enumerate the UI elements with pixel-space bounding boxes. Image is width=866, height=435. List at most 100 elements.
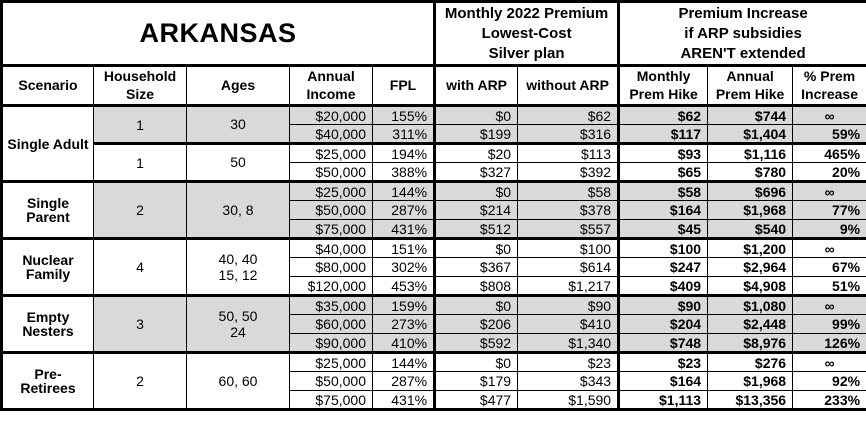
annual-hike-cell: $696 [707, 180, 794, 202]
monthly-hike-cell: $117 [617, 124, 709, 145]
col-header-fpl: FPL [371, 65, 436, 108]
table-row: $50,000 287% $179 $343 $164 $1,968 92% [2, 371, 866, 392]
table-row: Empty Nesters 3 50, 50 24 $35,000 159% $0 $90 $… [1, 294, 866, 354]
ages-cell: 50 [186, 142, 290, 183]
with-arp-cell: $808 [433, 276, 519, 297]
col-header-with-arp: with ARP [433, 65, 519, 108]
pct-increase-cell: ∞ [792, 104, 866, 126]
pct-increase-cell: 465% [792, 142, 866, 164]
fpl-cell: 144% [371, 351, 436, 373]
pct-increase-cell: ∞ [792, 294, 866, 316]
without-arp-cell: $410 [517, 314, 620, 335]
with-arp-cell: $214 [433, 200, 519, 221]
pct-increase-cell: ∞ [792, 351, 866, 373]
income-cell: $75,000 [289, 390, 373, 411]
fpl-cell: 431% [371, 219, 436, 240]
table-row: Pre-Retirees 2 60, 60 $25,000 144% $0 $23 $23 $2… [1, 351, 866, 411]
without-arp-cell: $90 [517, 294, 620, 316]
annual-hike-cell: $1,080 [707, 294, 794, 316]
fpl-cell: 453% [371, 276, 436, 297]
col-header-without-arp: without ARP [517, 65, 620, 108]
premium-section-header: Monthly 2022 Premium Lowest-Cost Silver … [433, 0, 620, 68]
pct-increase-cell: 9% [792, 219, 866, 240]
ages-cell: 30 [186, 104, 290, 145]
annual-hike-cell: $540 [707, 219, 794, 240]
scenario-cell: Empty Nesters [1, 294, 94, 354]
annual-hike-cell: $8,976 [707, 333, 794, 354]
fpl-cell: 151% [371, 237, 436, 259]
income-cell: $120,000 [289, 276, 373, 297]
income-cell: $25,000 [289, 351, 373, 373]
without-arp-cell: $557 [517, 219, 620, 240]
annual-hike-cell: $1,200 [707, 237, 794, 259]
income-cell: $35,000 [289, 294, 373, 316]
monthly-hike-cell: $409 [617, 276, 709, 297]
table-row: Single Adult 1 30 $20,000 155% $0 $62 $62 $744 ∞ [1, 104, 866, 183]
without-arp-cell: $614 [517, 257, 620, 278]
without-arp-cell: $343 [517, 371, 620, 392]
pct-increase-cell: 99% [792, 314, 866, 335]
without-arp-cell: $23 [517, 351, 620, 373]
with-arp-cell: $592 [433, 333, 519, 354]
fpl-cell: 287% [371, 371, 436, 392]
pct-increase-cell: ∞ [792, 237, 866, 259]
monthly-hike-cell: $23 [617, 351, 709, 373]
monthly-hike-cell: $164 [617, 371, 709, 392]
with-arp-cell: $367 [433, 257, 519, 278]
household-size-cell: 3 [93, 294, 187, 354]
income-cell: $50,000 [289, 162, 373, 183]
table-row: Nuclear Family 4 40, 40 15, 12 $40,000 151% $… [1, 237, 866, 297]
income-cell: $25,000 [289, 180, 373, 202]
pct-increase-cell: 77% [792, 200, 866, 221]
col-header-annual-prem-hike: Annual Prem Hike [707, 65, 794, 108]
table-body: Single Adult 1 30 $20,000 155% $0 $62 $62 $744 ∞ $… [1, 104, 866, 411]
with-arp-cell: $20 [433, 142, 519, 164]
with-arp-cell: $0 [433, 237, 519, 259]
annual-hike-cell: $4,908 [707, 276, 794, 297]
with-arp-cell: $0 [433, 180, 519, 202]
increase-section-header: Premium Increase if ARP subsidies AREN'T… [617, 0, 866, 68]
household-size-cell: 4 [93, 237, 187, 297]
income-cell: $40,000 [289, 237, 373, 259]
ages-cell: 60, 60 [186, 351, 290, 411]
col-header-scenario: Scenario [1, 65, 94, 108]
with-arp-cell: $512 [433, 219, 519, 240]
annual-hike-cell: $744 [707, 104, 794, 126]
monthly-hike-cell: $93 [617, 142, 709, 164]
with-arp-cell: $199 [433, 124, 519, 145]
with-arp-cell: $327 [433, 162, 519, 183]
annual-hike-cell: $2,964 [707, 257, 794, 278]
annual-hike-cell: $1,404 [707, 124, 794, 145]
without-arp-cell: $113 [517, 142, 620, 164]
pct-increase-cell: 67% [792, 257, 866, 278]
annual-hike-cell: $1,116 [707, 142, 794, 164]
col-header-annual-income: Annual Income [289, 65, 373, 108]
col-header-household-size: Household Size [93, 65, 187, 108]
monthly-hike-cell: $62 [617, 104, 709, 126]
with-arp-cell: $206 [433, 314, 519, 335]
without-arp-cell: $1,590 [517, 390, 620, 411]
income-cell: $80,000 [289, 257, 373, 278]
fpl-cell: 388% [371, 162, 436, 183]
table-row: 1 50 $25,000 194% $20 $113 $93 $1,116 465% [2, 142, 866, 183]
fpl-cell: 159% [371, 294, 436, 316]
monthly-hike-cell: $748 [617, 333, 709, 354]
without-arp-cell: $392 [517, 162, 620, 183]
table-row: $50,000 388% $327 $392 $65 $780 20% [2, 162, 866, 183]
income-cell: $50,000 [289, 200, 373, 221]
monthly-hike-cell: $58 [617, 180, 709, 202]
pct-increase-cell: 51% [792, 276, 866, 297]
with-arp-cell: $477 [433, 390, 519, 411]
without-arp-cell: $378 [517, 200, 620, 221]
with-arp-cell: $0 [433, 294, 519, 316]
col-header-ages: Ages [186, 65, 290, 108]
fpl-cell: 287% [371, 200, 436, 221]
pct-increase-cell: 59% [792, 124, 866, 145]
household-size-cell: 1 [93, 142, 187, 183]
without-arp-cell: $100 [517, 237, 620, 259]
table-row: Single Parent 2 30, 8 $25,000 144% $0 $58 $58 $6… [1, 180, 866, 240]
fpl-cell: 194% [371, 142, 436, 164]
pct-increase-cell: ∞ [792, 180, 866, 202]
annual-hike-cell: $1,968 [707, 371, 794, 392]
monthly-hike-cell: $45 [617, 219, 709, 240]
